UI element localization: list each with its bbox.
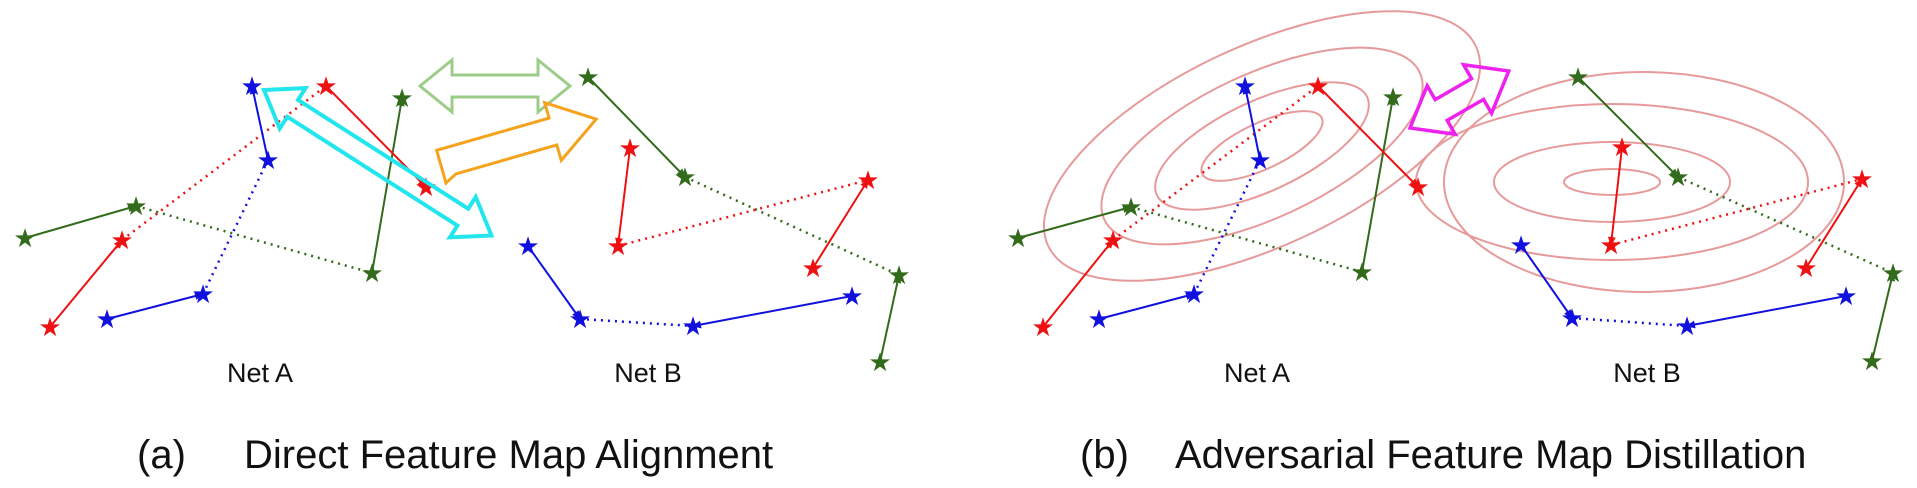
panel-b: ★ ★ ★ ★ ★ ★ ★ ★ ★ ★ ★ ★ ★ ★ ★	[1006, 10, 1905, 477]
star-marker: ★	[95, 304, 118, 334]
star-marker: ★	[1233, 71, 1256, 101]
green-alignment-arrow	[417, 56, 573, 116]
star-marker: ★	[38, 312, 61, 342]
star-marker: ★	[191, 279, 214, 309]
star-marker: ★	[240, 71, 263, 101]
star-marker: ★	[606, 231, 629, 261]
star-marker: ★	[1560, 303, 1583, 333]
star-marker: ★	[1381, 82, 1404, 112]
star-marker: ★	[13, 223, 36, 253]
star-marker: ★	[856, 165, 879, 195]
caption-index: (a)	[137, 433, 186, 477]
star-marker: ★	[1599, 230, 1622, 260]
star-marker: ★	[576, 62, 599, 92]
star-marker: ★	[1031, 312, 1054, 342]
star-marker: ★	[516, 231, 539, 261]
star-marker: ★	[568, 304, 591, 334]
star-marker: ★	[618, 133, 641, 163]
star-marker: ★	[1794, 253, 1817, 283]
star-marker: ★	[1509, 230, 1532, 260]
star-marker: ★	[1610, 132, 1633, 162]
net-b-label: Net B	[1613, 358, 1681, 388]
star-marker: ★	[673, 162, 696, 192]
net-b-label: Net B	[614, 358, 682, 388]
star-marker: ★	[1675, 311, 1698, 341]
star-marker: ★	[256, 145, 279, 175]
star-marker: ★	[840, 281, 863, 311]
star-marker: ★	[1087, 304, 1110, 334]
star-marker: ★	[887, 260, 910, 290]
star-marker: ★	[1006, 223, 1029, 253]
star-marker: ★	[124, 191, 147, 221]
star-marker: ★	[314, 71, 337, 101]
star-marker: ★	[1119, 192, 1142, 222]
net-b-points: ★ ★ ★ ★ ★ ★ ★ ★ ★ ★ ★ ★	[1509, 62, 1904, 376]
caption-text: Direct Feature Map Alignment	[244, 433, 773, 477]
star-marker: ★	[1248, 145, 1271, 175]
star-marker: ★	[1350, 257, 1373, 287]
star-marker: ★	[1306, 71, 1329, 101]
net-a-label: Net A	[1224, 358, 1290, 388]
net-a-trajectories	[24, 85, 427, 328]
star-marker: ★	[110, 225, 133, 255]
net-b-contours	[1415, 71, 1845, 293]
star-marker: ★	[1850, 164, 1873, 194]
star-marker: ★	[868, 347, 891, 377]
star-marker: ★	[1834, 281, 1857, 311]
net-b-points: ★ ★ ★ ★ ★ ★ ★ ★ ★ ★ ★ ★	[516, 62, 910, 377]
star-marker: ★	[1406, 172, 1429, 202]
star-marker: ★	[1860, 346, 1883, 376]
star-marker: ★	[801, 253, 824, 283]
net-a-trajectories	[1017, 85, 1419, 328]
net-b-trajectories	[1520, 76, 1896, 362]
star-marker: ★	[1101, 225, 1124, 255]
cyan-alignment-arrow	[261, 85, 495, 240]
star-marker: ★	[360, 258, 383, 288]
star-marker: ★	[1666, 162, 1689, 192]
net-b-trajectories	[527, 76, 902, 363]
star-marker: ★	[1881, 258, 1904, 288]
star-marker: ★	[681, 311, 704, 341]
magenta-distillation-arrow	[1407, 62, 1512, 137]
net-a-label: Net A	[227, 358, 293, 388]
net-a-points: ★ ★ ★ ★ ★ ★ ★ ★ ★ ★ ★ ★	[1006, 71, 1429, 342]
star-marker: ★	[1566, 62, 1589, 92]
orange-alignment-arrow	[434, 100, 599, 186]
panel-a: ★ ★ ★ ★ ★ ★ ★ ★ ★ ★ ★ ★	[13, 56, 911, 477]
star-marker: ★	[390, 83, 413, 113]
star-marker: ★	[1182, 279, 1205, 309]
caption-text: Adversarial Feature Map Distillation	[1175, 433, 1806, 477]
net-a-points: ★ ★ ★ ★ ★ ★ ★ ★ ★ ★ ★ ★	[13, 71, 437, 342]
caption-index: (b)	[1080, 433, 1129, 477]
